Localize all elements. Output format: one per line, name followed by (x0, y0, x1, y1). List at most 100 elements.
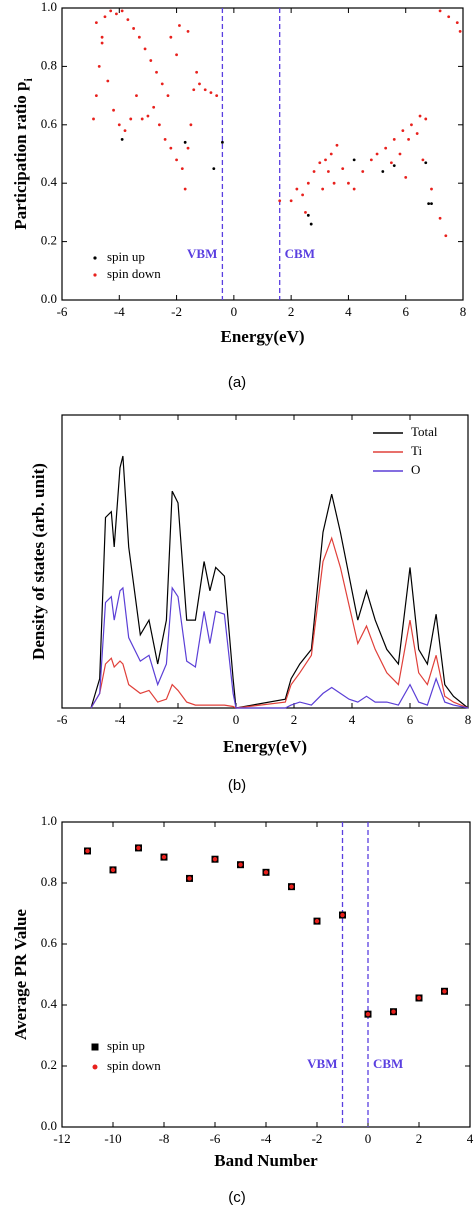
point (335, 143, 339, 147)
point (407, 138, 410, 141)
point (195, 70, 199, 74)
point (186, 29, 190, 33)
point (278, 199, 282, 203)
series-line (90, 536, 469, 709)
point (341, 167, 345, 171)
point (421, 158, 425, 162)
y-axis-title: Density of states (arb. unit) (29, 463, 48, 660)
y-axis-title: Average PR Value (11, 909, 30, 1040)
y-axis-title-subscript: i (21, 78, 35, 82)
legend-swatch (93, 256, 97, 260)
point (94, 21, 98, 24)
point (381, 170, 385, 173)
point (438, 9, 442, 13)
point (392, 138, 396, 141)
point (175, 158, 178, 162)
point (155, 70, 158, 74)
legend-label: Total (411, 424, 438, 439)
point (312, 170, 316, 173)
x-tick-label: -8 (159, 1131, 170, 1146)
point (416, 995, 422, 1001)
point (192, 88, 196, 92)
point (97, 65, 101, 68)
point (209, 91, 213, 95)
point (309, 222, 313, 226)
y-axis-title-text: Average PR Value (11, 909, 30, 1040)
legend-label: spin up (107, 1038, 145, 1053)
point (186, 146, 190, 150)
x-tick-label: 4 (345, 304, 352, 319)
x-tick-label: -4 (261, 1131, 272, 1146)
x-tick-label: -10 (104, 1131, 121, 1146)
x-tick-label: 2 (416, 1131, 423, 1146)
point (212, 167, 216, 171)
point (352, 187, 356, 191)
series-line (90, 455, 469, 709)
point (375, 152, 379, 156)
point (326, 170, 330, 173)
y-axis-title-text: Participation ratio p (11, 82, 30, 230)
point (137, 35, 141, 39)
x-tick-label: 6 (407, 712, 414, 727)
point (347, 181, 350, 185)
x-tick-label: -6 (57, 712, 68, 727)
point (140, 117, 144, 121)
x-tick-label: -12 (53, 1131, 70, 1146)
point (106, 79, 110, 83)
series-line (90, 586, 469, 709)
point (85, 848, 90, 854)
x-tick-label: -2 (312, 1131, 323, 1146)
x-axis-title: Energy(eV) (223, 737, 307, 756)
point (143, 47, 147, 51)
point (100, 35, 104, 39)
y-axis-title: Participation ratio pi (11, 78, 35, 230)
x-tick-label: -4 (114, 304, 125, 319)
point (112, 108, 115, 112)
panel-caption: (b) (228, 777, 246, 794)
point (187, 876, 192, 881)
point (110, 867, 116, 873)
point (129, 117, 133, 121)
y-tick-label: 0.6 (41, 935, 58, 950)
x-tick-label: -2 (173, 712, 184, 727)
legend-swatch (91, 1043, 99, 1051)
legend-label: Ti (411, 443, 422, 458)
point (318, 161, 322, 165)
y-tick-label: 0.0 (41, 291, 57, 306)
point (332, 181, 336, 185)
point (183, 140, 187, 144)
point (180, 167, 184, 171)
point (157, 123, 161, 127)
legend-label: spin down (107, 266, 161, 281)
x-tick-label: 4 (467, 1131, 474, 1146)
x-tick-label: 0 (365, 1131, 372, 1146)
point (438, 216, 442, 220)
y-tick-label: 0.4 (41, 174, 58, 189)
point (365, 1011, 371, 1017)
reference-label: CBM (285, 246, 315, 261)
point (444, 234, 448, 238)
point (389, 161, 393, 165)
point (401, 129, 405, 133)
point (169, 146, 173, 150)
x-tick-label: 0 (233, 712, 240, 727)
point (203, 88, 207, 92)
point (289, 199, 293, 203)
point (178, 24, 181, 27)
point (126, 18, 130, 22)
point (189, 123, 193, 127)
point (304, 211, 307, 214)
y-tick-label: 0.8 (41, 874, 57, 889)
point (458, 29, 462, 33)
legend-swatch (93, 273, 97, 277)
panel-caption: (c) (228, 1189, 246, 1206)
point (163, 138, 167, 141)
point (415, 132, 419, 135)
x-tick-label: 4 (349, 712, 356, 727)
y-tick-label: 1.0 (41, 813, 57, 828)
point (430, 187, 433, 191)
point (424, 117, 428, 121)
plot-frame (61, 821, 471, 1128)
point (136, 845, 141, 851)
